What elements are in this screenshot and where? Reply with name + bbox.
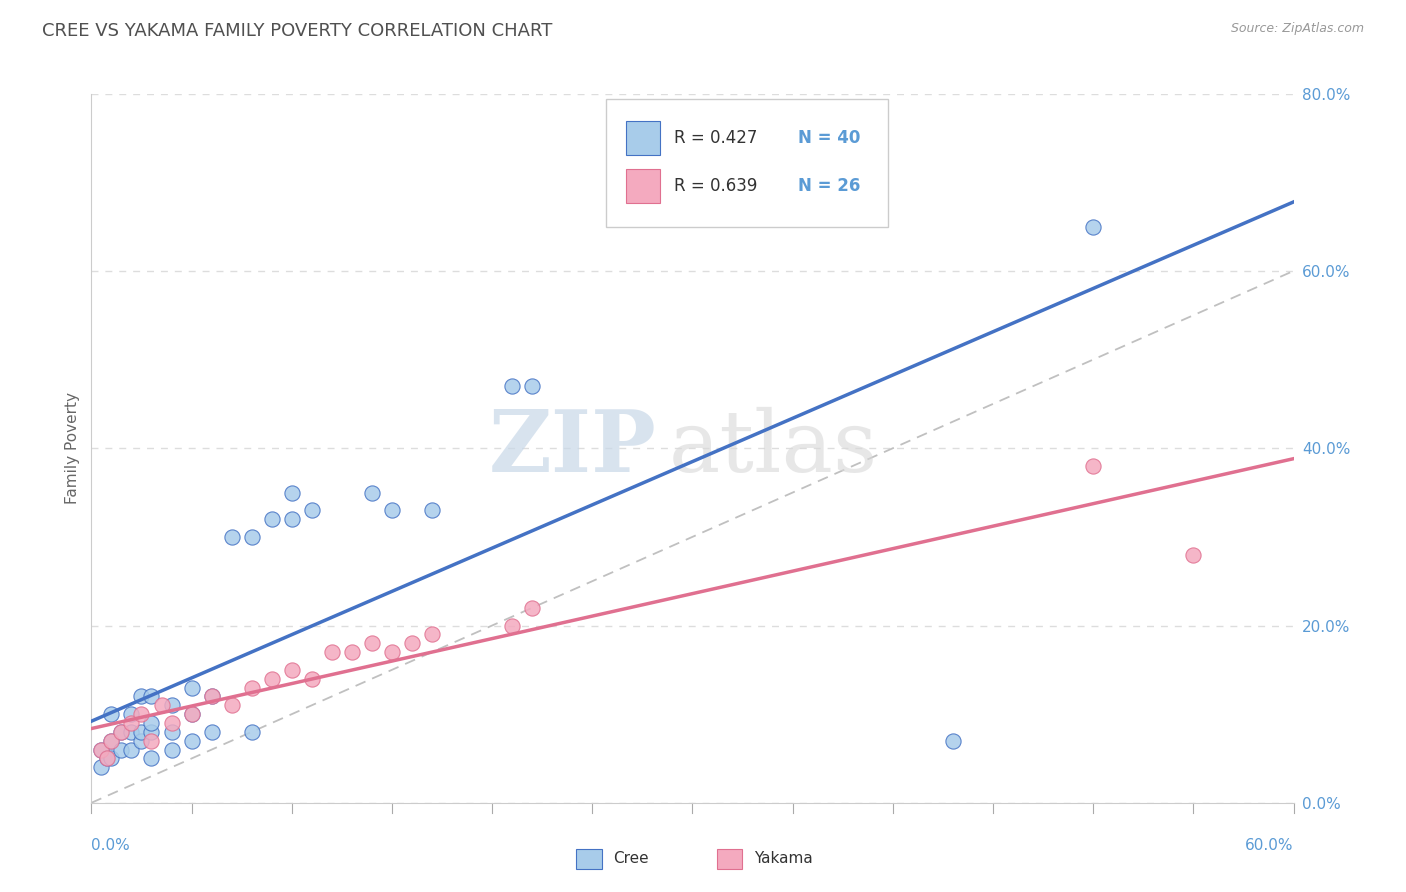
Point [401, 636, 423, 650]
Point [201, 724, 224, 739]
Point [141, 716, 163, 731]
Point [260, 512, 283, 526]
Point [141, 690, 163, 704]
Point [420, 503, 443, 517]
Text: N = 26: N = 26 [799, 177, 860, 194]
Point [381, 503, 404, 517]
Point [131, 733, 153, 747]
Point [522, 600, 544, 615]
Point [160, 742, 183, 756]
Point [281, 512, 304, 526]
Point [110, 742, 132, 756]
Point [110, 724, 132, 739]
Point [360, 636, 382, 650]
Point [121, 724, 143, 739]
Text: ZIP: ZIP [489, 406, 657, 491]
Point [321, 645, 343, 659]
Point [90, 742, 112, 756]
FancyBboxPatch shape [606, 99, 889, 227]
Text: Source: ZipAtlas.com: Source: ZipAtlas.com [1230, 22, 1364, 36]
Point [90, 760, 112, 774]
Point [121, 742, 143, 756]
Point [141, 733, 163, 747]
Point [160, 716, 183, 731]
Text: 60.0%: 60.0% [1246, 838, 1294, 854]
Bar [626, 169, 659, 202]
Point [201, 690, 224, 704]
Point [221, 698, 243, 713]
Point [100, 707, 122, 722]
Point [240, 681, 263, 695]
Point [942, 733, 965, 747]
Point [1182, 548, 1205, 562]
Point [121, 707, 143, 722]
Point [141, 751, 163, 765]
Text: N = 40: N = 40 [799, 129, 860, 147]
Text: Cree: Cree [613, 852, 648, 866]
Point [360, 485, 382, 500]
Point [121, 716, 143, 731]
Point [180, 681, 202, 695]
Text: R = 0.427: R = 0.427 [675, 129, 758, 147]
Point [201, 690, 224, 704]
Bar [626, 121, 659, 155]
Point [90, 742, 112, 756]
Text: R = 0.639: R = 0.639 [675, 177, 758, 194]
Point [141, 724, 163, 739]
Point [100, 751, 122, 765]
Point [522, 379, 544, 393]
Point [100, 733, 122, 747]
Point [301, 503, 323, 517]
Point [180, 707, 202, 722]
Y-axis label: Family Poverty: Family Poverty [65, 392, 80, 504]
Point [340, 645, 363, 659]
Point [501, 379, 523, 393]
Point [110, 724, 132, 739]
Point [96, 751, 118, 765]
Text: CREE VS YAKAMA FAMILY POVERTY CORRELATION CHART: CREE VS YAKAMA FAMILY POVERTY CORRELATIO… [42, 22, 553, 40]
Text: Yakama: Yakama [754, 852, 813, 866]
Text: atlas: atlas [668, 407, 877, 490]
Point [281, 663, 304, 677]
Text: 0.0%: 0.0% [91, 838, 131, 854]
Point [240, 724, 263, 739]
Point [381, 645, 404, 659]
Point [100, 733, 122, 747]
Point [96, 751, 118, 765]
Point [160, 724, 183, 739]
Point [1083, 458, 1105, 473]
Point [131, 690, 153, 704]
Point [221, 530, 243, 544]
Point [180, 733, 202, 747]
Point [420, 627, 443, 641]
Point [150, 698, 173, 713]
Point [160, 698, 183, 713]
Point [131, 707, 153, 722]
Point [301, 672, 323, 686]
Point [240, 530, 263, 544]
Point [281, 485, 304, 500]
Point [501, 618, 523, 632]
Point [1083, 219, 1105, 234]
Point [260, 672, 283, 686]
Point [180, 707, 202, 722]
Point [131, 724, 153, 739]
